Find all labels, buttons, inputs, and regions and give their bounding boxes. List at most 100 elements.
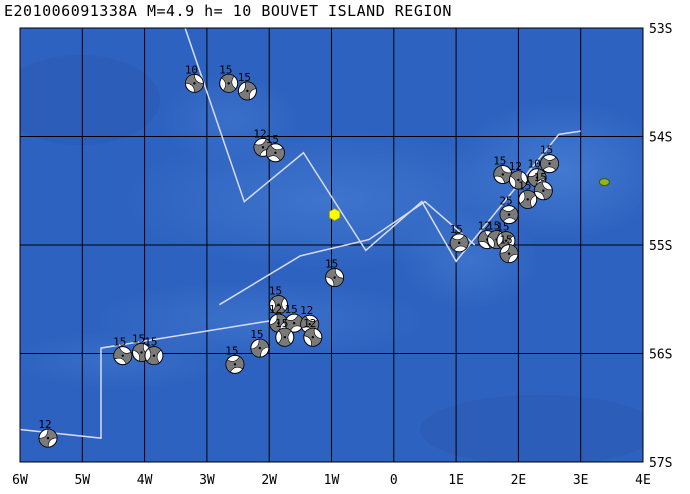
longitude-labels: 6W 5W 4W 3W 2W 1W 0 1E 2E 3E 4E xyxy=(12,473,651,488)
focal-mechanism: 15 xyxy=(275,317,295,347)
focal-mechanism: 15 xyxy=(238,71,257,101)
beachball-center xyxy=(152,354,156,357)
beachball-center xyxy=(501,173,505,176)
map-title: E201006091338A M=4.9 h= 10 BOUVET ISLAND… xyxy=(4,2,452,20)
event-depth-label: 12 xyxy=(38,418,51,431)
event-depth-label: 15 xyxy=(499,234,512,247)
beachball-center xyxy=(526,198,529,201)
focal-mechanism: 15 xyxy=(493,154,513,184)
event-depth-label: 25 xyxy=(499,195,512,208)
focal-mechanism: 12 xyxy=(303,317,323,347)
lon-tick-label: 3W xyxy=(199,473,215,488)
focal-mechanism: 12 xyxy=(38,418,58,448)
plate-boundaries xyxy=(20,28,581,439)
lon-tick-label: 3E xyxy=(573,473,589,488)
event-depth-label: 15 xyxy=(325,258,338,271)
event-depth-label: 15 xyxy=(284,303,297,316)
beachball-center xyxy=(458,241,461,245)
beachball-center xyxy=(333,276,336,279)
event-depth-label: 15 xyxy=(225,344,238,357)
event-depth-label: 15 xyxy=(493,154,506,167)
beachball-center xyxy=(517,178,520,182)
beachball-center xyxy=(46,436,50,440)
beachball-center xyxy=(504,239,508,242)
event-depth-label: 15 xyxy=(518,179,531,192)
focal-mechanism: 10 xyxy=(185,63,204,93)
event-depth-label: 15 xyxy=(113,336,126,349)
beachball-center xyxy=(233,363,237,366)
focal-mechanism: 25 xyxy=(499,195,519,225)
event-depth-label: 15 xyxy=(496,221,509,234)
event-depth-label: 12 xyxy=(300,304,313,317)
bouvet-island-icon xyxy=(598,178,610,187)
bathymetry-shading xyxy=(20,55,643,462)
lon-tick-label: 4W xyxy=(137,473,153,488)
lon-tick-label: 5W xyxy=(74,473,90,488)
beachball-center xyxy=(292,321,296,325)
event-depth-label: 15 xyxy=(269,285,282,298)
event-depth-label: 15 xyxy=(132,332,145,345)
beachball-center xyxy=(283,336,286,339)
event-depth-label: 15 xyxy=(275,317,288,330)
lon-tick-label: 6W xyxy=(12,473,28,488)
focal-mechanism: 15 xyxy=(534,171,553,201)
event-depth-label: 15 xyxy=(266,133,279,146)
lon-tick-label: 2E xyxy=(511,473,527,488)
event-depth-label: 12 xyxy=(269,303,282,316)
event-depth-label: 15 xyxy=(144,336,157,349)
event-depth-label: 10 xyxy=(185,63,198,76)
event-depth-label: 15 xyxy=(450,223,463,236)
beachball-center xyxy=(258,346,262,350)
beachball-center xyxy=(277,303,280,306)
beachball-center xyxy=(227,82,230,85)
lat-tick-label: 54S xyxy=(649,131,672,146)
focal-mechanism: 12 xyxy=(509,160,528,190)
plate-boundary-segment xyxy=(20,320,270,439)
focal-mechanism: 15 xyxy=(499,234,519,264)
lon-tick-label: 1E xyxy=(448,473,464,488)
lat-tick-label: 57S xyxy=(649,456,672,471)
beachball-center xyxy=(311,336,315,339)
focal-mechanism: 15 xyxy=(250,328,270,358)
beachball-center xyxy=(274,151,277,154)
event-depth-label: 12 xyxy=(509,160,522,173)
beachball-center xyxy=(121,354,124,357)
focal-mechanism: 15 xyxy=(540,144,560,174)
event-depth-label: 12 xyxy=(303,317,316,330)
focal-mechanism: 15 xyxy=(225,344,245,374)
lat-tick-label: 55S xyxy=(649,239,672,254)
focal-mechanism: 15 xyxy=(266,133,285,163)
lon-tick-label: 0 xyxy=(390,473,398,488)
epicenter-marker xyxy=(329,208,341,222)
event-depth-label: 10 xyxy=(527,158,540,171)
focal-mechanism: 15 xyxy=(219,63,239,93)
beachball-center xyxy=(261,146,265,149)
beachball-center xyxy=(140,351,143,354)
lat-tick-label: 56S xyxy=(649,348,672,363)
event-depth-label: 15 xyxy=(250,328,263,341)
focal-mechanism: 15 xyxy=(450,223,469,253)
focal-mechanism: 15 xyxy=(518,179,538,209)
beachball-center xyxy=(507,213,511,216)
event-depth-label: 15 xyxy=(219,63,232,76)
plate-boundary-segment xyxy=(218,200,476,306)
lat-tick-label: 53S xyxy=(649,22,672,37)
beachball-center xyxy=(507,252,511,255)
focal-mechanism: 15 xyxy=(269,285,289,315)
beachball-center xyxy=(246,89,249,93)
focal-mechanism: 15 xyxy=(325,258,345,288)
lon-tick-label: 1W xyxy=(324,473,340,488)
event-depth-label: 15 xyxy=(540,144,553,157)
map-frame xyxy=(19,27,644,463)
beachball-center xyxy=(548,162,551,165)
beachball-center xyxy=(535,176,539,179)
event-depth-label: 15 xyxy=(487,220,500,233)
beachball-center xyxy=(277,321,280,325)
event-depth-label: 15 xyxy=(534,171,547,184)
lon-tick-label: 4E xyxy=(635,473,651,488)
beachball-center xyxy=(193,82,196,85)
event-depth-label: 12 xyxy=(478,220,491,233)
focal-mechanism: 10 xyxy=(527,158,547,188)
